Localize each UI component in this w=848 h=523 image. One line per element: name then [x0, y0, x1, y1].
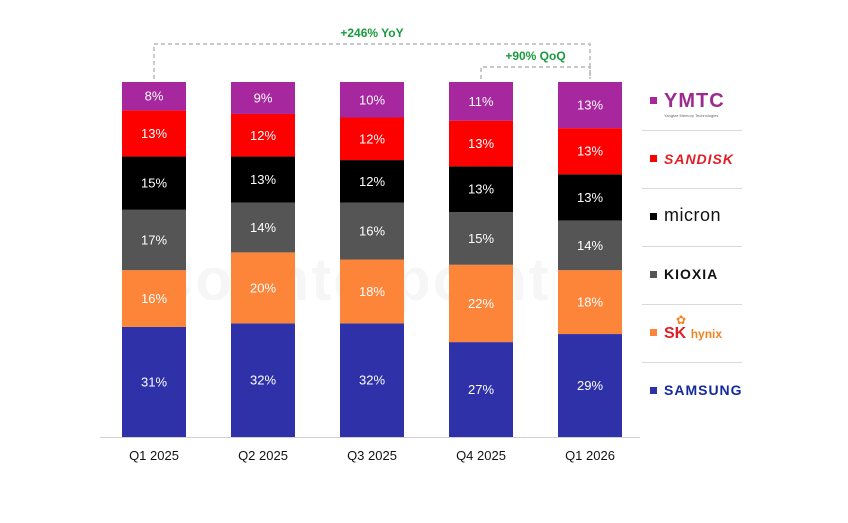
- bar-segment-sk-hynix-1: [231, 252, 295, 324]
- x-tick-label: Q4 2025: [456, 448, 506, 463]
- data-label: 12%: [250, 128, 276, 143]
- x-tick-label: Q3 2025: [347, 448, 397, 463]
- bar-segment-micron-2: [340, 160, 404, 203]
- data-label: 13%: [468, 136, 494, 151]
- bar-segment-micron-0: [122, 156, 186, 210]
- data-label: 15%: [468, 231, 494, 246]
- bar-segment-sandisk-1: [231, 113, 295, 157]
- data-label: 14%: [250, 220, 276, 235]
- data-label: 9%: [254, 90, 273, 105]
- data-label: 15%: [141, 176, 167, 191]
- x-tick-label: Q1 2025: [129, 448, 179, 463]
- legend-item-kioxia: KIOXIA: [642, 247, 742, 305]
- legend-swatch-kioxia: [650, 271, 657, 278]
- sandisk-logo: SANDISK: [664, 151, 735, 167]
- legend: YMTC Yangtze Memory Technologies SANDISK…: [642, 73, 742, 420]
- legend-item-ymtc: YMTC Yangtze Memory Technologies: [642, 73, 742, 131]
- data-label: 12%: [359, 131, 385, 146]
- sk-logo-text: SK: [664, 325, 687, 342]
- samsung-logo: SAMSUNG: [664, 382, 743, 398]
- annotation-bracket: [153, 43, 591, 79]
- ymtc-logo: YMTC: [664, 90, 725, 112]
- data-label: 29%: [577, 378, 603, 393]
- data-label: 13%: [577, 98, 603, 113]
- data-label: 10%: [359, 92, 385, 107]
- x-tick-label: Q1 2026: [565, 448, 615, 463]
- data-label: 16%: [359, 224, 385, 239]
- data-label: 32%: [359, 373, 385, 388]
- bar-segment-micron-1: [231, 156, 295, 203]
- data-label: 16%: [141, 291, 167, 306]
- bar-segment-samsung-4: [558, 334, 622, 437]
- bar-segment-samsung-3: [449, 342, 513, 437]
- bar-segment-micron-3: [449, 166, 513, 213]
- bar-segment-sk-hynix-3: [449, 264, 513, 343]
- legend-item-micron: micron: [642, 189, 742, 247]
- data-label: 31%: [141, 374, 167, 389]
- bar-segment-kioxia-4: [558, 220, 622, 271]
- bar-segment-ymtc-0: [122, 82, 186, 111]
- data-label: 17%: [141, 232, 167, 247]
- hynix-logo-text: hynix: [690, 327, 723, 341]
- bar-segment-kioxia-2: [340, 202, 404, 260]
- bar-segment-kioxia-3: [449, 212, 513, 265]
- data-label: 27%: [468, 382, 494, 397]
- legend-item-samsung: SAMSUNG: [642, 363, 742, 420]
- data-label: 22%: [468, 296, 494, 311]
- bar-segment-samsung-1: [231, 323, 295, 437]
- bar-segment-samsung-0: [122, 326, 186, 437]
- bar-segment-kioxia-0: [122, 209, 186, 271]
- data-label: 13%: [141, 126, 167, 141]
- annotation-label: +90% QoQ: [505, 49, 565, 63]
- bar-segment-ymtc-2: [340, 82, 404, 118]
- legend-swatch-ymtc: [650, 97, 657, 104]
- data-label: 8%: [145, 89, 164, 104]
- data-label: 13%: [468, 182, 494, 197]
- annotation-label: +246% YoY: [340, 26, 403, 40]
- data-label: 14%: [577, 238, 603, 253]
- data-label: 13%: [577, 190, 603, 205]
- bar-segment-ymtc-1: [231, 82, 295, 114]
- x-tick-label: Q2 2025: [238, 448, 288, 463]
- legend-swatch-sk-hynix: [650, 329, 657, 336]
- data-label: 18%: [359, 284, 385, 299]
- bar-segment-micron-4: [558, 174, 622, 221]
- bar-segment-sandisk-2: [340, 117, 404, 161]
- annotation-bracket: [480, 66, 591, 79]
- legend-swatch-sandisk: [650, 155, 657, 162]
- legend-item-sandisk: SANDISK: [642, 131, 742, 189]
- legend-swatch-samsung: [650, 387, 657, 394]
- data-label: 12%: [359, 174, 385, 189]
- bar-segment-sandisk-3: [449, 120, 513, 167]
- data-label: 13%: [250, 172, 276, 187]
- legend-swatch-micron: [650, 213, 657, 220]
- bar-segment-sandisk-4: [558, 128, 622, 175]
- data-label: 11%: [468, 94, 493, 109]
- micron-logo: micron: [664, 205, 722, 225]
- ymtc-logo-subtitle: Yangtze Memory Technologies: [664, 113, 719, 118]
- sk-hynix-logo: SK hynix: [664, 325, 722, 343]
- data-label: 18%: [577, 295, 603, 310]
- bar-segment-sandisk-0: [122, 110, 186, 157]
- bar-segment-sk-hynix-4: [558, 270, 622, 335]
- bar-segment-kioxia-1: [231, 202, 295, 253]
- data-label: 32%: [250, 373, 276, 388]
- bar-segment-ymtc-3: [449, 82, 513, 121]
- kioxia-logo: KIOXIA: [664, 266, 719, 282]
- bar-segment-ymtc-4: [558, 82, 622, 129]
- bar-segment-sk-hynix-0: [122, 270, 186, 327]
- legend-item-sk-hynix: ✿ SK hynix: [642, 305, 742, 363]
- bar-segment-sk-hynix-2: [340, 259, 404, 324]
- bar-segment-samsung-2: [340, 323, 404, 437]
- data-label: 20%: [250, 280, 276, 295]
- data-label: 13%: [577, 144, 603, 159]
- sk-butterfly-icon: ✿: [676, 313, 687, 327]
